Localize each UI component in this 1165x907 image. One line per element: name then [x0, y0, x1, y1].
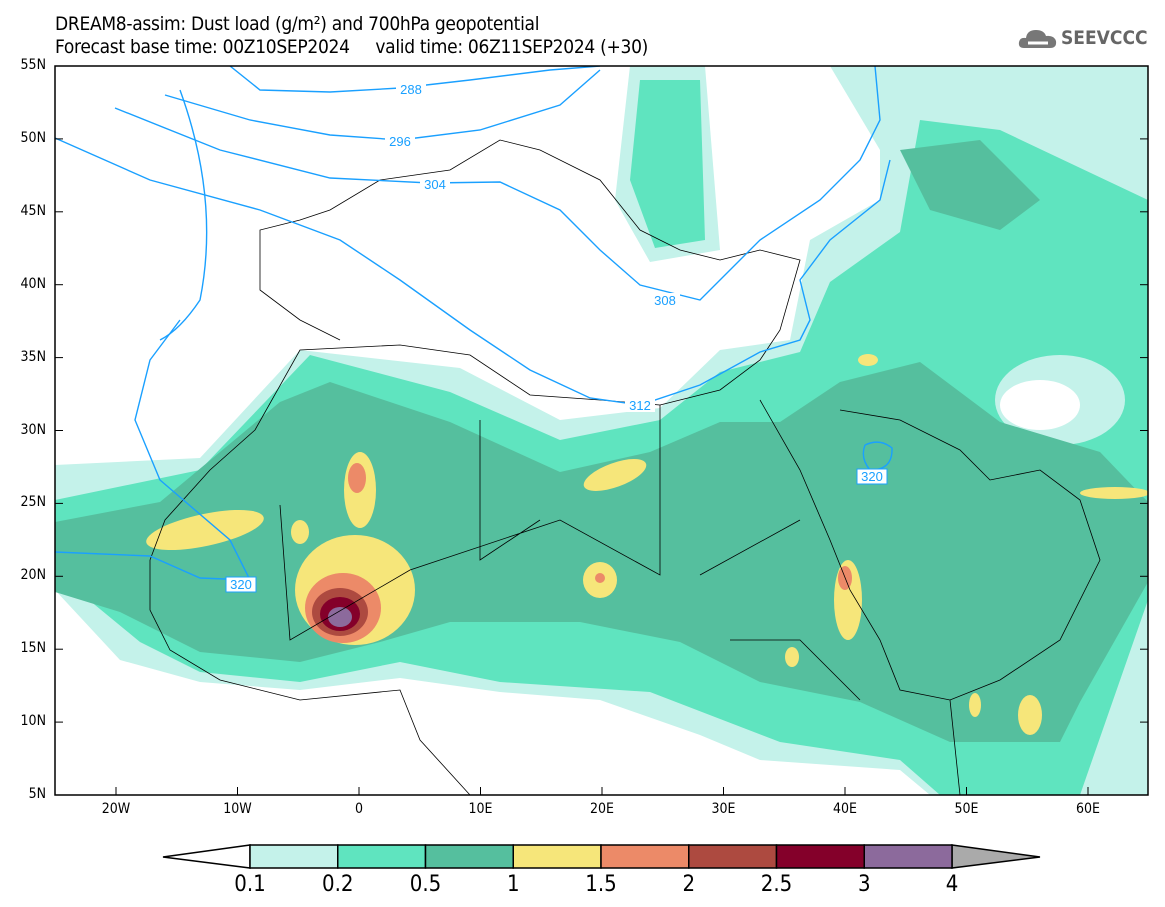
colorbar-label: 0.1: [234, 872, 266, 897]
colorbar-swatch: [863, 844, 953, 869]
contour-label: 288: [400, 82, 422, 97]
colorbar-label: 3: [857, 872, 871, 897]
contour-label: 320: [230, 577, 252, 592]
lat-tick-label: 50N: [20, 129, 46, 146]
colorbar-over-triangle: [951, 844, 1041, 869]
colorbar-label: 0.2: [322, 872, 354, 897]
logo-text: SEEVCCC: [1061, 27, 1148, 49]
lat-tick-label: 20N: [20, 567, 46, 584]
lat-tick-label: 5N: [28, 786, 46, 802]
cloud-icon: [1018, 30, 1057, 48]
contour-labels: 288 296 304 308 312 320 320: [225, 82, 888, 593]
contour-label: 312: [629, 398, 651, 413]
colorbar: [162, 844, 1041, 869]
clear-area: [1000, 380, 1080, 430]
map-title: DREAM8-assim: Dust load (g/m²) and 700hP…: [55, 13, 540, 35]
lon-tick-label: 10E: [468, 801, 493, 817]
lon-tick-label: 20E: [590, 801, 614, 817]
lat-tick-label: 10N: [20, 713, 46, 730]
lon-tick-label: 60E: [1076, 801, 1100, 817]
seevccc-logo: SEEVCCC: [1018, 26, 1148, 50]
colorbar-swatch: [337, 844, 427, 869]
dust-level-3: [328, 607, 352, 627]
colorbar-label: 2: [682, 872, 696, 897]
colorbar-label: 1: [506, 872, 520, 897]
colorbar-label: 1.5: [585, 872, 617, 897]
lon-tick-label: 30E: [711, 801, 736, 817]
lat-tick-label: 55N: [20, 57, 46, 73]
lon-tick-label: 10W: [223, 801, 252, 817]
axis-ticks: [55, 65, 1148, 796]
lon-tick-label: 50E: [954, 801, 979, 817]
contour-label: 320: [861, 469, 883, 484]
colorbar-under-triangle: [162, 844, 251, 869]
lat-tick-label: 45N: [20, 202, 46, 219]
colorbar-label: 2.5: [760, 872, 793, 897]
contour-label: 308: [654, 293, 676, 308]
base-time: Forecast base time: 00Z10SEP2024: [55, 36, 350, 58]
colorbar-swatch: [424, 844, 514, 869]
time-info: Forecast base time: 00Z10SEP2024 valid t…: [55, 36, 648, 58]
lat-tick-label: 25N: [20, 494, 46, 511]
lon-tick-label: 40E: [833, 801, 857, 817]
colorbar-label: 0.5: [409, 872, 442, 897]
colorbar-swatch: [512, 844, 602, 869]
lat-tick-label: 15N: [20, 640, 46, 657]
coastlines: [149, 139, 1101, 795]
colorbar-swatch: [775, 844, 865, 869]
colorbar-label: 4: [945, 872, 959, 897]
contour-label: 296: [389, 134, 411, 149]
colorbar-swatch: [249, 844, 339, 869]
lon-tick-label: 0: [354, 801, 363, 817]
lon-tick-label: 20W: [101, 801, 131, 817]
colorbar-swatch: [688, 844, 778, 869]
lat-tick-label: 30N: [20, 421, 46, 438]
contour-label: 304: [424, 177, 446, 192]
colorbar-swatch: [600, 844, 690, 869]
lat-tick-label: 35N: [20, 348, 46, 365]
lat-tick-label: 40N: [20, 275, 46, 292]
valid-time: valid time: 06Z11SEP2024 (+30): [375, 36, 649, 58]
